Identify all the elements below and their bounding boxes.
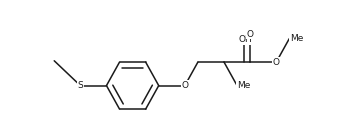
Text: Me: Me — [237, 81, 250, 90]
Text: O: O — [181, 81, 188, 90]
Text: O: O — [247, 30, 254, 39]
Text: O: O — [273, 58, 280, 67]
Text: Me: Me — [290, 34, 303, 43]
Text: OH: OH — [239, 35, 253, 44]
Text: S: S — [78, 81, 83, 90]
